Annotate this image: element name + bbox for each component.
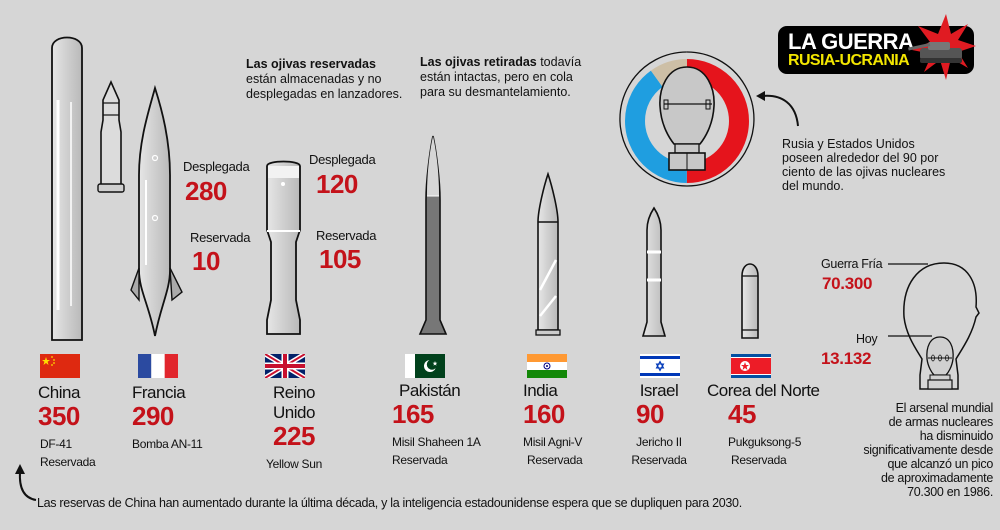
warhead-count: 160 xyxy=(523,399,565,429)
country-card-india: India 160 Misil Agni-V Reservada xyxy=(523,381,583,469)
france-deployed-value: 280 xyxy=(185,176,227,206)
warhead-count: 90 xyxy=(636,399,664,429)
arsenal-note-line: de armas nucleares xyxy=(888,415,994,429)
weapons-illustrations xyxy=(51,36,759,341)
france-flag-icon xyxy=(138,354,178,378)
weapon-name: Yellow Sun xyxy=(266,457,322,471)
country-card-france: Francia 290 Bomba AN-11 xyxy=(132,383,203,453)
warhead-share-donut xyxy=(619,51,755,187)
reserved-note-line1: están almacenadas y no xyxy=(246,72,382,86)
france-deployed-label: Desplegada xyxy=(183,159,250,174)
russia-us-note: Rusia y Estados Unidos poseen alrededor … xyxy=(782,137,945,193)
logo-banner: LA GUERRA RUSIA-UCRANIA xyxy=(778,14,976,80)
agni-v-missile-icon xyxy=(535,171,561,336)
reserved-note-line2: desplegadas en lanzadores. xyxy=(246,87,403,101)
russia-us-note-line: del mundo. xyxy=(782,179,844,193)
df41-missile-icon xyxy=(97,80,125,193)
country-card-uk: Reino Unido 225 Yellow Sun xyxy=(251,383,337,473)
france-reserved-label: Reservada xyxy=(190,230,251,245)
logo-subtitle: RUSIA-UCRANIA xyxy=(788,52,910,69)
uk-reserved-label: Reservada xyxy=(316,228,377,243)
df41-canister-icon xyxy=(51,36,83,341)
retired-note-line2: para su desmantelamiento. xyxy=(420,85,571,99)
retired-warheads-note: Las ojivas retiradas todavía están intac… xyxy=(420,55,581,100)
uk-deployed-value: 120 xyxy=(316,169,358,199)
arsenal-note-line: que alcanzó un pico xyxy=(887,457,994,471)
yellow-sun-bomb-icon xyxy=(266,160,301,335)
weapon-status: Reservada xyxy=(527,453,583,467)
reserved-note-heading: Las ojivas reservadas xyxy=(246,57,376,71)
israel-flag-icon xyxy=(640,354,680,378)
jericho-ii-missile-icon xyxy=(641,206,667,337)
reserved-warheads-note: Las ojivas reservadas están almacenadas … xyxy=(246,57,402,102)
country-card-north-korea: Corea del Norte 45 Pukguksong-5 Reservad… xyxy=(707,381,820,469)
russia-us-note-line: Rusia y Estados Unidos xyxy=(782,137,915,151)
warhead-count: 225 xyxy=(273,421,315,451)
weapon-name: Jericho II xyxy=(636,435,682,449)
north-korea-flag-icon xyxy=(731,354,771,378)
country-card-israel: Israel 90 Jericho II Reservada xyxy=(628,381,690,469)
arsenal-note: El arsenal mundial de armas nucleares ha… xyxy=(820,401,993,499)
weapon-status: Reservada xyxy=(392,453,448,467)
curved-arrow-up-icon xyxy=(15,464,37,501)
atomic-bomb-icon xyxy=(659,66,715,171)
today-value: 13.132 xyxy=(821,349,872,368)
weapon-name: DF-41 xyxy=(40,437,72,451)
curved-arrow-icon xyxy=(756,91,799,127)
shaheen-1a-missile-icon xyxy=(418,135,448,335)
tank-burst-icon xyxy=(908,14,976,80)
country-card-pakistan: Pakistán 165 Misil Shaheen 1A Reservada xyxy=(392,381,481,469)
warhead-count: 290 xyxy=(132,401,174,431)
weapon-status: Reservada xyxy=(631,453,687,467)
arsenal-note-line: El arsenal mundial xyxy=(895,401,994,415)
pakistan-flag-icon xyxy=(405,354,445,378)
india-flag-icon xyxy=(527,354,567,378)
pukguksong-5-missile-icon xyxy=(741,263,759,339)
warhead-count: 350 xyxy=(38,401,80,431)
arsenal-note-line: significativamente desde xyxy=(863,443,993,457)
france-reserved-value: 10 xyxy=(192,246,220,276)
arsenal-note-line: 70.300 en 1986. xyxy=(907,485,993,499)
country-name: Francia xyxy=(132,383,186,402)
cold-war-value: 70.300 xyxy=(822,274,873,293)
weapon-name: Bomba AN-11 xyxy=(132,437,203,451)
country-name: Pakistán xyxy=(399,381,461,400)
country-card-china: China 350 DF-41 Reservada xyxy=(38,383,96,471)
country-name: Corea del Norte xyxy=(707,381,820,400)
cold-war-label: Guerra Fría xyxy=(821,257,883,271)
warhead-count: 165 xyxy=(392,399,434,429)
logo-title: LA GUERRA xyxy=(788,29,914,54)
retired-note-heading: Las ojivas retiradas xyxy=(420,55,537,69)
country-name: China xyxy=(38,383,80,402)
weapon-status: Reservada xyxy=(731,453,787,467)
china-flag-icon xyxy=(40,354,80,378)
china-footer-note: Las reservas de China han aumentado dura… xyxy=(37,496,742,510)
weapon-name: Misil Shaheen 1A xyxy=(392,435,481,449)
russia-us-note-line: poseen alrededor del 90 por xyxy=(782,151,939,165)
retired-note-line1: están intactas, pero en cola xyxy=(420,70,573,84)
country-name: Reino Unido xyxy=(273,383,315,422)
uk-reserved-value: 105 xyxy=(319,244,361,274)
country-name: Israel xyxy=(639,381,679,400)
uk-deployed-label: Desplegada xyxy=(309,152,376,167)
warhead-count: 45 xyxy=(728,399,756,429)
russia-us-note-line: ciento de las ojivas nucleares xyxy=(782,165,946,179)
weapon-name: Misil Agni-V xyxy=(523,435,583,449)
weapon-status: Reservada xyxy=(40,455,96,469)
an11-bomb-icon xyxy=(130,84,183,337)
retired-note-line0: todavía xyxy=(536,55,582,69)
arsenal-note-line: de aproximadamente xyxy=(880,471,993,485)
weapon-name: Pukguksong-5 xyxy=(728,435,802,449)
arsenal-note-line: ha disminuido xyxy=(919,429,994,443)
country-name: India xyxy=(523,381,558,400)
uk-flag-icon xyxy=(265,354,305,378)
arsenal-comparison-bomb-icon xyxy=(888,262,980,390)
today-label: Hoy xyxy=(856,332,878,346)
